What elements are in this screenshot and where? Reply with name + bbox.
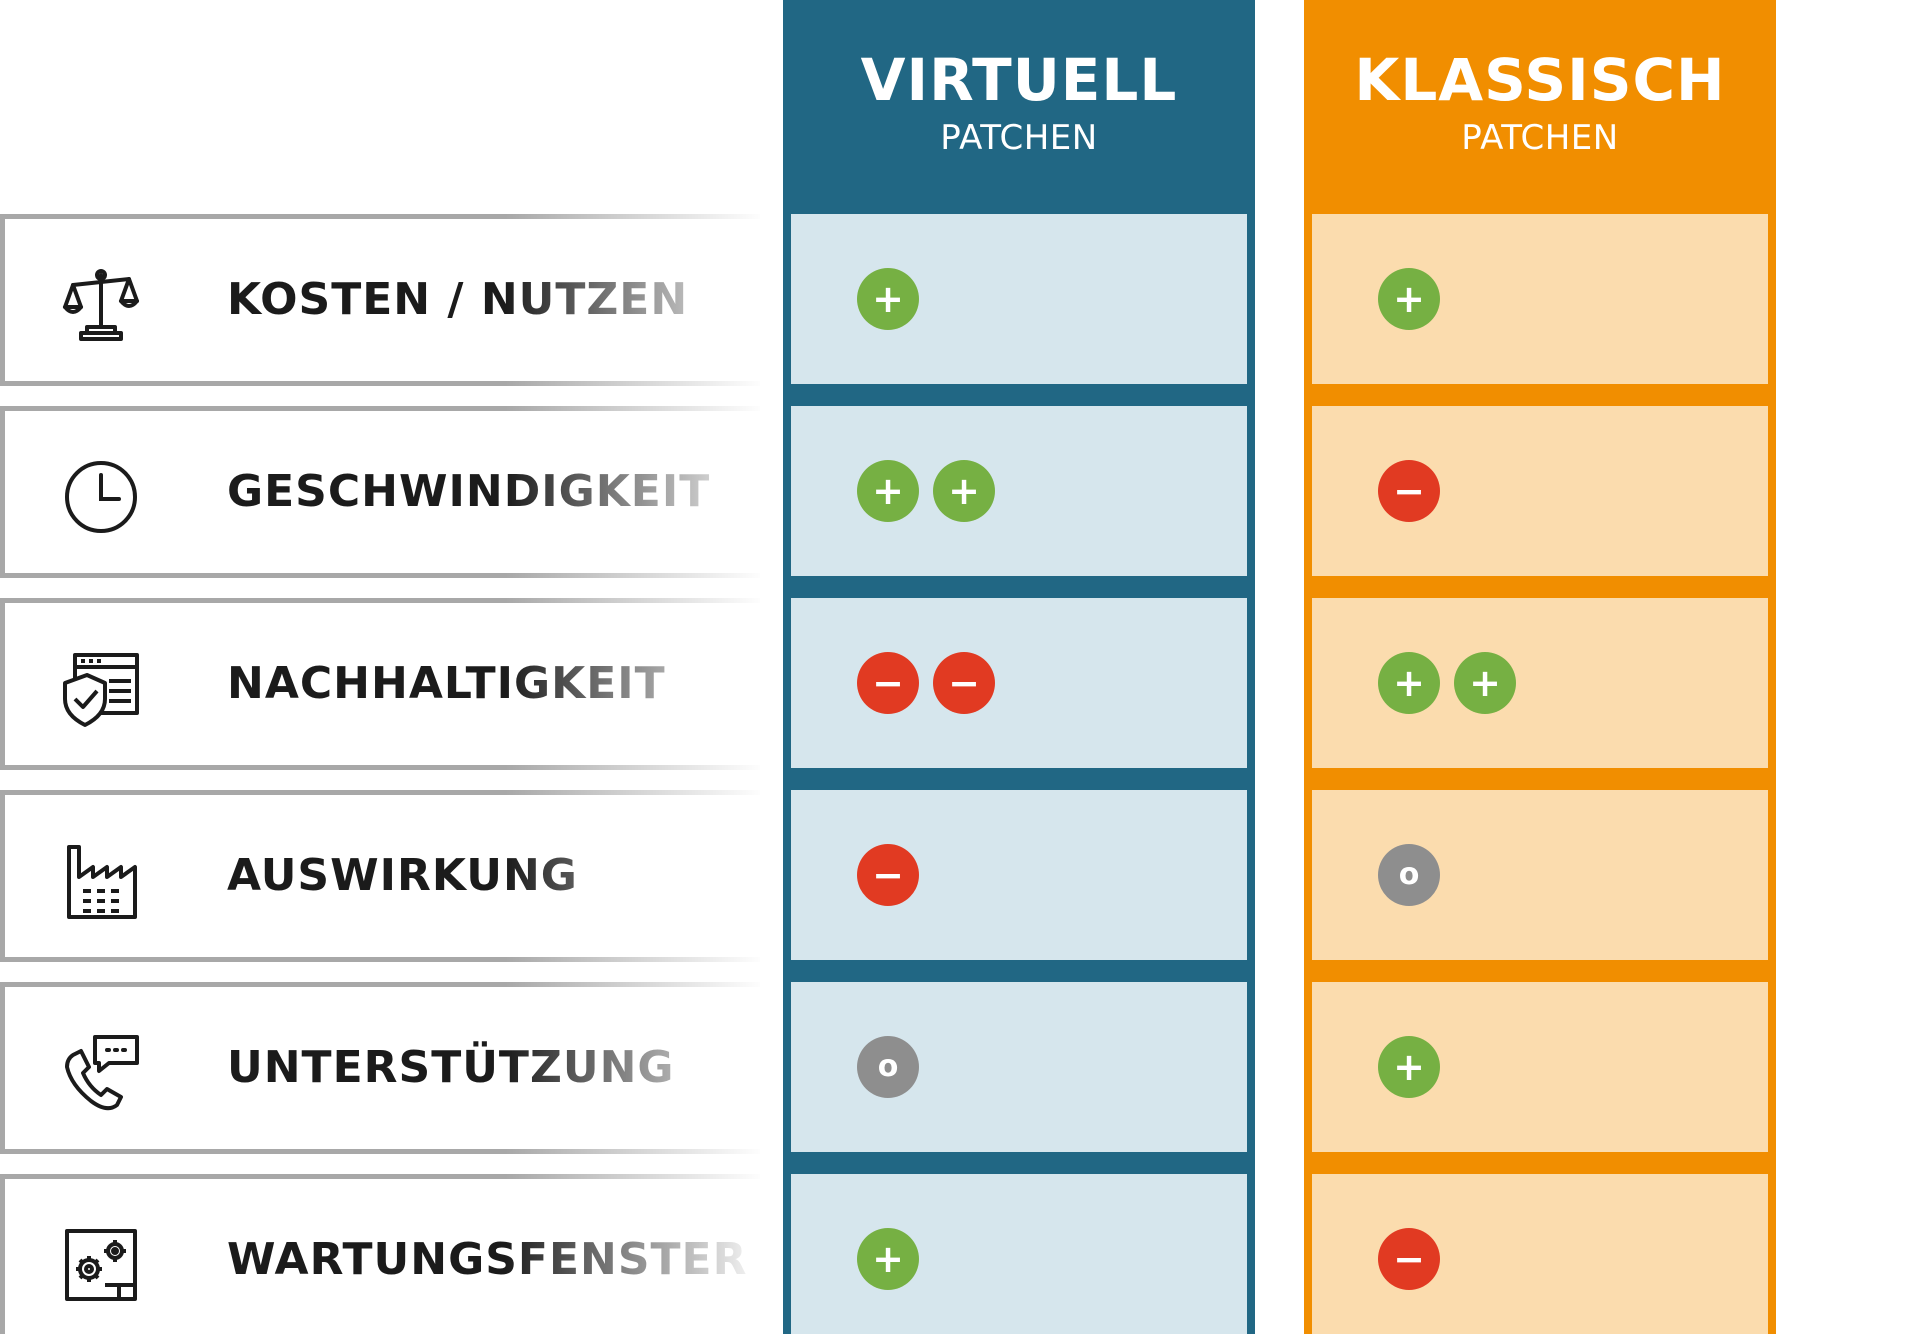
plus-rating-icon: + bbox=[857, 268, 919, 330]
row-2: GESCHWINDIGKEIT bbox=[0, 406, 765, 578]
neutral-rating-icon: o bbox=[857, 1036, 919, 1098]
plus-rating-icon: + bbox=[933, 460, 995, 522]
neutral-rating-icon: o bbox=[1378, 844, 1440, 906]
plus-rating-icon: + bbox=[1378, 1036, 1440, 1098]
plus-rating-icon: + bbox=[1454, 652, 1516, 714]
row-1: KOSTEN / NUTZEN bbox=[0, 214, 765, 386]
cell-virtuell-row-4: − bbox=[791, 790, 1247, 960]
minus-rating-icon: − bbox=[933, 652, 995, 714]
minus-rating-icon: − bbox=[1378, 1228, 1440, 1290]
row-3: NACHHALTIGKEIT bbox=[0, 598, 765, 770]
cell-klassisch-row-5: + bbox=[1312, 982, 1768, 1152]
plus-rating-icon: + bbox=[857, 460, 919, 522]
phone-chat-icon bbox=[61, 1033, 141, 1113]
cell-virtuell-row-2: + + bbox=[791, 406, 1247, 576]
row-4: AUSWIRKUNG bbox=[0, 790, 765, 962]
row-label: GESCHWINDIGKEIT bbox=[227, 466, 711, 517]
cell-klassisch-row-2: − bbox=[1312, 406, 1768, 576]
gear-window-icon bbox=[61, 1225, 141, 1305]
minus-rating-icon: − bbox=[857, 652, 919, 714]
column-subtitle: PATCHEN bbox=[940, 118, 1098, 158]
cell-klassisch-row-3: + + bbox=[1312, 598, 1768, 768]
cell-virtuell-row-6: + bbox=[791, 1174, 1247, 1334]
row-label: KOSTEN / NUTZEN bbox=[227, 274, 689, 325]
plus-rating-icon: + bbox=[857, 1228, 919, 1290]
clock-icon bbox=[61, 457, 141, 537]
column-subtitle: PATCHEN bbox=[1461, 118, 1619, 158]
shield-window-icon bbox=[61, 649, 141, 729]
minus-rating-icon: − bbox=[1378, 460, 1440, 522]
column-header-virtuell: VIRTUELL PATCHEN bbox=[783, 0, 1255, 210]
row-label: NACHHALTIGKEIT bbox=[227, 658, 666, 709]
column-title: KLASSISCH bbox=[1354, 46, 1726, 114]
row-label: WARTUNGSFENSTER bbox=[227, 1234, 748, 1285]
cell-klassisch-row-6: − bbox=[1312, 1174, 1768, 1334]
cell-klassisch-row-1: + bbox=[1312, 214, 1768, 384]
cell-virtuell-row-1: + bbox=[791, 214, 1247, 384]
minus-rating-icon: − bbox=[857, 844, 919, 906]
cell-virtuell-row-3: − − bbox=[791, 598, 1247, 768]
scale-icon bbox=[61, 265, 141, 345]
row-label: AUSWIRKUNG bbox=[227, 850, 578, 901]
row-label: UNTERSTÜTZUNG bbox=[227, 1042, 675, 1093]
plus-rating-icon: + bbox=[1378, 652, 1440, 714]
cell-virtuell-row-5: o bbox=[791, 982, 1247, 1152]
row-5: UNTERSTÜTZUNG bbox=[0, 982, 765, 1154]
factory-icon bbox=[61, 841, 141, 921]
column-title: VIRTUELL bbox=[860, 46, 1178, 114]
plus-rating-icon: + bbox=[1378, 268, 1440, 330]
cell-klassisch-row-4: o bbox=[1312, 790, 1768, 960]
row-6: WARTUNGSFENSTER bbox=[0, 1174, 765, 1334]
column-header-klassisch: KLASSISCH PATCHEN bbox=[1304, 0, 1776, 210]
